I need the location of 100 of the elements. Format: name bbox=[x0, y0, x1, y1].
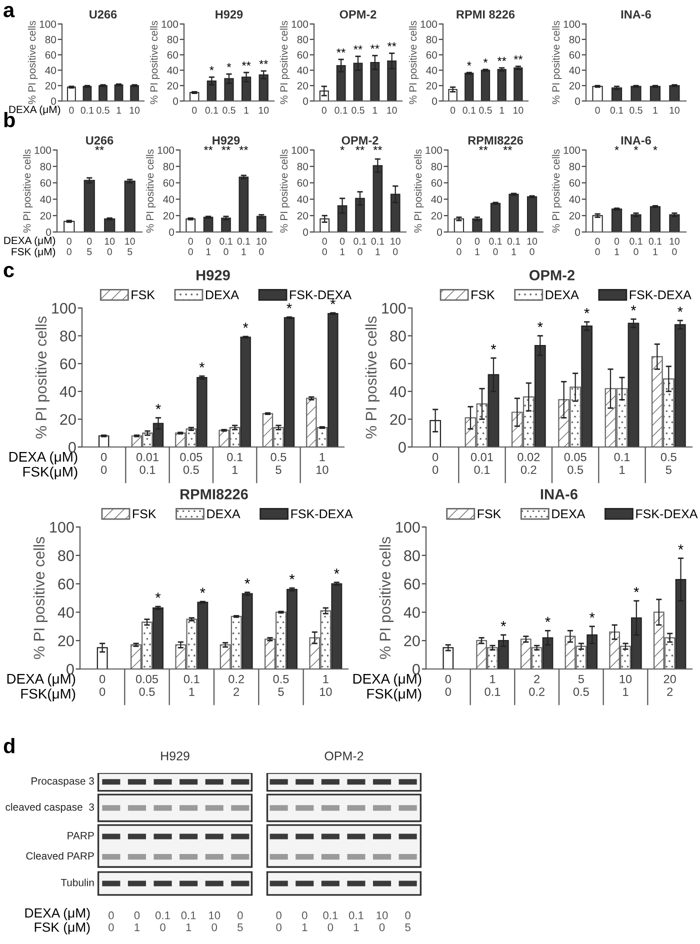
y-tick-label: 0 bbox=[303, 228, 308, 236]
x-tick-label: 0.1 bbox=[334, 106, 348, 114]
y-tick-label: 40 bbox=[404, 607, 420, 618]
x-tick-label: 0.1 1 bbox=[507, 238, 520, 256]
y-tick-label: 100 bbox=[564, 20, 580, 28]
annotation: ** bbox=[503, 146, 512, 150]
x-tick-label: 0.5 bbox=[222, 106, 236, 114]
y-tick-label: 40 bbox=[167, 66, 178, 74]
text: d bbox=[4, 738, 14, 754]
x-tick-label: 0.5 bbox=[630, 106, 642, 114]
y-tick-label: 100 bbox=[426, 146, 442, 154]
chart-title: OPM-2 bbox=[342, 136, 378, 145]
y-tick-label: 60 bbox=[163, 179, 174, 187]
x-tick-label: 10 0 bbox=[256, 238, 266, 256]
y-tick-label: 20 bbox=[569, 212, 580, 220]
y-axis-title: % PI positive cells bbox=[28, 20, 38, 104]
y-tick-label: 60 bbox=[404, 578, 420, 590]
y-tick-label: 60 bbox=[167, 51, 178, 59]
annotation: ** bbox=[514, 55, 523, 60]
y-axis-title: % PI positive cells bbox=[33, 536, 48, 660]
y-tick-label: 20 bbox=[45, 82, 56, 90]
category-label: 0 5 bbox=[238, 911, 243, 932]
x-tick-label: 0 bbox=[322, 106, 326, 114]
x-axis-title: DEXA (μM) FSK(μM) bbox=[9, 452, 78, 480]
annotation: * bbox=[545, 616, 550, 622]
y-tick-label: 40 bbox=[569, 66, 580, 74]
x-tick-label: 10 1 bbox=[620, 674, 632, 696]
x-tick-label: 0.1 bbox=[610, 106, 624, 114]
x-tick-label: 0.5 bbox=[96, 106, 110, 114]
x-tick-label: 0.05 0.5 bbox=[136, 674, 158, 696]
x-tick-label: 1 0.1 bbox=[484, 674, 500, 696]
y-tick-label: 80 bbox=[569, 162, 580, 170]
annotation: * bbox=[500, 621, 506, 626]
text: a bbox=[4, 6, 15, 18]
annotation: ** bbox=[373, 146, 382, 150]
annotation: ** bbox=[242, 62, 251, 66]
x-tick-label: 0 0 bbox=[595, 238, 600, 256]
x-tick-label: 0.1 0 bbox=[630, 238, 642, 256]
y-tick-label: 0 bbox=[412, 664, 420, 675]
category-label: 0 0 bbox=[276, 911, 282, 932]
y-tick-label: 0 bbox=[68, 442, 76, 453]
y-tick-label: 80 bbox=[40, 162, 52, 170]
y-axis-title: % PI positive cells bbox=[22, 149, 33, 233]
annotation: ** bbox=[387, 42, 396, 46]
x-tick-label: 0.1 1 bbox=[184, 674, 200, 696]
y-tick-label: 80 bbox=[569, 36, 580, 44]
category-label: 10 0 bbox=[376, 911, 388, 932]
y-tick-label: 60 bbox=[60, 358, 76, 370]
y-tick-label: 0 bbox=[575, 228, 580, 236]
x-tick-label: 20 2 bbox=[664, 674, 676, 696]
annotation: * bbox=[286, 303, 292, 308]
y-tick-label: 40 bbox=[431, 196, 442, 204]
y-tick-label: 0 bbox=[51, 98, 56, 105]
chart-title: U266 bbox=[86, 136, 114, 145]
y-tick-label: 80 bbox=[390, 330, 406, 342]
annotation: ** bbox=[222, 146, 230, 150]
annotation: ** bbox=[239, 146, 248, 150]
x-tick-label: 0 5 bbox=[87, 238, 92, 256]
y-tick-label: 20 bbox=[390, 414, 406, 425]
y-tick-label: 0 bbox=[437, 228, 442, 236]
category-label: 0.1 0 bbox=[323, 911, 338, 932]
x-tick-label: 1 bbox=[116, 106, 121, 114]
y-axis-title: % PI positive cells bbox=[35, 316, 50, 439]
legend-label: FSK bbox=[132, 509, 156, 518]
x-tick-label: 0 bbox=[192, 106, 197, 114]
y-tick-label: 60 bbox=[569, 179, 580, 187]
legend-label: FSK-DEXA bbox=[630, 290, 692, 300]
chart-title: U266 bbox=[90, 10, 117, 19]
x-tick-label: 0.5 bbox=[479, 106, 492, 114]
category-label: 0.1 1 bbox=[181, 911, 196, 932]
text: DEXA (μM) FSK (μM) bbox=[25, 908, 90, 934]
y-tick-label: 80 bbox=[297, 162, 308, 170]
y-tick-label: 40 bbox=[58, 607, 74, 618]
text: H929 bbox=[161, 752, 190, 760]
annotation: * bbox=[340, 146, 344, 150]
y-tick-label: 60 bbox=[426, 51, 438, 59]
x-tick-label: 0.5 5 bbox=[273, 674, 289, 696]
y-tick-label: 60 bbox=[58, 578, 74, 590]
annotation: ** bbox=[478, 146, 488, 150]
annotation: ** bbox=[336, 48, 346, 53]
y-tick-label: 0 bbox=[66, 664, 74, 675]
annotation: * bbox=[634, 587, 640, 592]
category-label: Cleaved PARP bbox=[26, 852, 94, 860]
y-tick-label: 20 bbox=[297, 212, 308, 220]
y-tick-label: 0 bbox=[575, 98, 580, 105]
y-axis-title: % PI positive cells bbox=[365, 316, 380, 439]
annotation: * bbox=[289, 574, 295, 580]
x-tick-label: 0.02 0.2 bbox=[518, 452, 540, 474]
x-tick-label: 0 1 bbox=[474, 238, 480, 256]
category-label: 0 0 bbox=[108, 911, 114, 932]
legend-label: FSK-DEXA bbox=[636, 509, 698, 518]
category-label: Procaspase 3 bbox=[32, 777, 94, 787]
y-tick-label: 40 bbox=[60, 386, 76, 398]
legend-label: DEXA bbox=[552, 510, 586, 518]
y-tick-label: 0 bbox=[398, 442, 406, 453]
y-axis-title: % PI positive cells bbox=[280, 20, 290, 104]
category-label: 0 1 bbox=[302, 911, 308, 932]
x-tick-label: 0 0 bbox=[322, 238, 327, 256]
x-tick-label: 10 bbox=[387, 106, 397, 114]
x-tick-label: 0.1 bbox=[462, 106, 476, 114]
